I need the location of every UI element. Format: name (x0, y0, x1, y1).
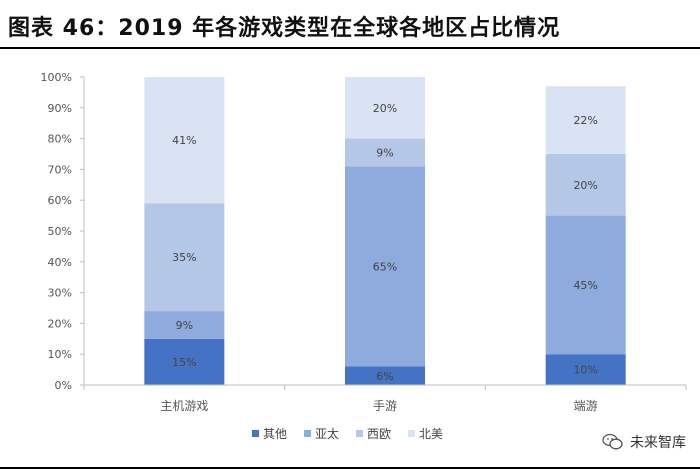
data-label: 15% (172, 356, 196, 369)
data-label: 65% (373, 260, 397, 273)
y-tick-label: 50% (48, 225, 72, 238)
bar-segment (545, 86, 626, 154)
data-label: 22% (573, 114, 597, 127)
title-rule (0, 47, 700, 49)
y-tick-label: 40% (48, 256, 72, 269)
y-tick-label: 100% (41, 71, 72, 84)
y-tick-label: 90% (48, 102, 72, 115)
data-label: 20% (373, 102, 397, 115)
y-tick-label: 30% (48, 287, 72, 300)
y-tick-label: 80% (48, 133, 72, 146)
x-category-label: 端游 (574, 399, 598, 413)
bar-segment (345, 166, 425, 367)
x-category-label: 手游 (373, 399, 397, 413)
legend-label: 亚太 (315, 426, 339, 441)
data-label: 41% (172, 134, 196, 147)
data-label: 9% (376, 146, 393, 159)
x-category-label: 主机游戏 (160, 399, 208, 413)
legend-swatch (408, 430, 415, 437)
bar-segment (144, 203, 225, 312)
data-label: 35% (172, 251, 196, 264)
bar-segment (545, 154, 626, 216)
legend-swatch (252, 430, 259, 437)
watermark: 未来智库 (602, 432, 686, 452)
bar-segment (345, 138, 425, 167)
chart-title: 图表 46：2019 年各游戏类型在全球各地区占比情况 (8, 16, 561, 41)
y-tick-label: 0% (55, 379, 72, 392)
data-label: 20% (573, 179, 597, 192)
data-label: 6% (376, 370, 393, 383)
wechat-icon (602, 433, 623, 450)
data-label: 9% (176, 319, 193, 332)
legend-label: 其他 (263, 427, 287, 441)
y-tick-label: 20% (48, 317, 72, 330)
bottom-rule (0, 467, 700, 469)
bar-segment (144, 311, 225, 339)
data-label: 10% (573, 364, 597, 377)
bar-segment (144, 338, 225, 385)
data-label: 45% (573, 279, 597, 292)
legend-label: 西欧 (367, 427, 391, 441)
bar-segment (345, 366, 425, 385)
bar-segment (345, 77, 425, 139)
y-tick-label: 60% (48, 194, 72, 207)
bar-segment (144, 77, 225, 204)
y-tick-label: 70% (48, 163, 72, 176)
legend-swatch (304, 430, 311, 437)
watermark-text: 未来智库 (630, 435, 686, 451)
legend-swatch (356, 430, 363, 437)
y-tick-label: 10% (48, 348, 72, 361)
bar-segment (545, 215, 626, 355)
bar-segment (545, 354, 626, 385)
legend-label: 北美 (419, 427, 443, 441)
